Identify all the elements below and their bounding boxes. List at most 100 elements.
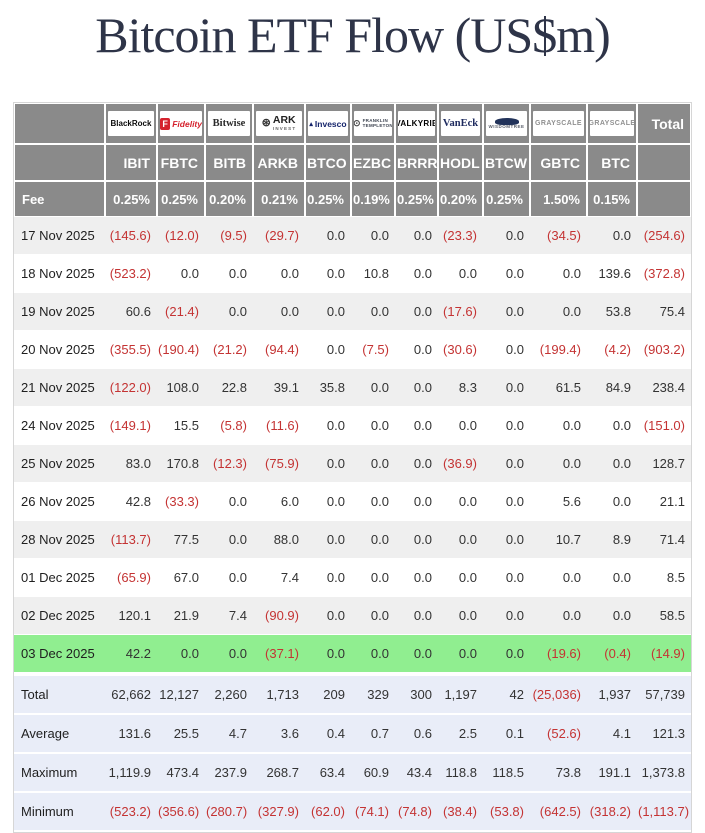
vaneck-logo: VanEck <box>441 111 480 136</box>
ark-logo: ⊛ ARK INVEST <box>256 111 302 136</box>
provider-logo-text: FRANKLIN TEMPLETON <box>362 117 392 129</box>
ark-globe-icon: ⊛ <box>261 117 271 129</box>
provider-logo-row: BlackRock F Fidelity Bitwise ⊛ ARK INVEST ▴ Inve… <box>14 103 691 144</box>
flow-value-cell: 0.0 <box>351 369 395 407</box>
flow-value-cell: 0.0 <box>587 559 637 597</box>
provider-cell-bitb: Bitwise <box>205 103 253 144</box>
fee-cell-hodl: 0.20% <box>438 181 483 217</box>
invesco-triangle-icon: ▴ <box>309 120 313 128</box>
flow-value-cell: 0.0 <box>587 217 637 255</box>
flow-value-cell: 0.0 <box>438 255 483 293</box>
flow-value-cell: 0.0 <box>305 521 351 559</box>
flow-value-cell: 53.8 <box>587 293 637 331</box>
flow-value-cell: (23.3) <box>438 217 483 255</box>
summary-row-maximum: Maximum 1,119.9 473.4 237.9 268.7 63.4 60.9 43.… <box>14 754 691 793</box>
fee-cell-btcw: 0.25% <box>483 181 530 217</box>
provider-logo-text: BlackRock <box>110 119 152 128</box>
ticker-cell-btcw: BTCW <box>483 144 530 181</box>
summary-total-cell: 121.3 <box>637 715 691 754</box>
ticker-cell-hodl: HODL <box>438 144 483 181</box>
summary-value-cell: 0.7 <box>351 715 395 754</box>
templeton-wordmark: TEMPLETON <box>362 122 392 128</box>
flow-value-cell: 60.6 <box>105 293 157 331</box>
flow-value-cell: 0.0 <box>351 597 395 635</box>
flow-value-cell: 0.0 <box>395 331 438 369</box>
summary-value-cell: 2.5 <box>438 715 483 754</box>
flow-value-cell: 0.0 <box>253 255 305 293</box>
total-value-cell: (151.0) <box>637 407 691 445</box>
summary-value-cell: 473.4 <box>157 754 205 793</box>
flow-value-cell: 0.0 <box>351 293 395 331</box>
flow-value-cell: 42.8 <box>105 483 157 521</box>
flow-value-cell: (199.4) <box>530 331 587 369</box>
table-header: BlackRock F Fidelity Bitwise ⊛ ARK INVEST ▴ Inve… <box>14 103 691 217</box>
summary-value-cell: 3.6 <box>253 715 305 754</box>
flow-value-cell: 67.0 <box>157 559 205 597</box>
provider-cell-ezbc: ⊙ FRANKLIN TEMPLETON <box>351 103 395 144</box>
ticker-cell-arkb: ARKB <box>253 144 305 181</box>
flow-value-cell: (9.5) <box>205 217 253 255</box>
summary-value-cell: 1,197 <box>438 673 483 715</box>
summary-value-cell: 131.6 <box>105 715 157 754</box>
summary-label-cell: Average <box>14 715 105 754</box>
date-cell: 02 Dec 2025 <box>14 597 105 635</box>
summary-label-cell: Maximum <box>14 754 105 793</box>
provider-logo-text: Bitwise <box>212 118 246 129</box>
summary-value-cell: (642.5) <box>530 793 587 832</box>
flow-value-cell: 0.0 <box>205 521 253 559</box>
flow-value-cell: 0.0 <box>205 255 253 293</box>
total-ticker-spacer <box>637 144 691 181</box>
wisdomtree-logo: WISDOMTREE <box>486 111 527 136</box>
flow-value-cell: 0.0 <box>395 521 438 559</box>
summary-value-cell: 300 <box>395 673 438 715</box>
total-fee-spacer <box>637 181 691 217</box>
flow-value-cell: 22.8 <box>205 369 253 407</box>
provider-cell-fbtc: F Fidelity <box>157 103 205 144</box>
flow-value-cell: 0.0 <box>483 597 530 635</box>
flow-value-cell: 0.0 <box>587 483 637 521</box>
franklin-seal-icon: ⊙ <box>354 118 361 128</box>
flow-value-cell: (75.9) <box>253 445 305 483</box>
flow-value-cell: 0.0 <box>587 445 637 483</box>
flow-value-cell: (65.9) <box>105 559 157 597</box>
flow-value-cell: (30.6) <box>438 331 483 369</box>
flow-value-cell: 0.0 <box>587 597 637 635</box>
flow-value-cell: 0.0 <box>395 407 438 445</box>
date-cell: 19 Nov 2025 <box>14 293 105 331</box>
flow-value-cell: (21.4) <box>157 293 205 331</box>
total-value-cell: 58.5 <box>637 597 691 635</box>
total-value-cell: 238.4 <box>637 369 691 407</box>
ticker-row: IBIT FBTC BITB ARKB BTCO EZBC BRRR HODL BTCW GBTC… <box>14 144 691 181</box>
provider-cell-hodl: VanEck <box>438 103 483 144</box>
flow-value-cell: (36.9) <box>438 445 483 483</box>
provider-logo-text: WISDOMTREE <box>489 117 525 130</box>
flow-value-cell: 0.0 <box>305 407 351 445</box>
date-cell: 28 Nov 2025 <box>14 521 105 559</box>
summary-value-cell: 43.4 <box>395 754 438 793</box>
flow-value-cell: (29.7) <box>253 217 305 255</box>
flow-value-cell: 0.0 <box>305 559 351 597</box>
flow-value-cell: 7.4 <box>205 597 253 635</box>
fee-row-label: Fee <box>14 181 105 217</box>
flow-value-cell: 0.0 <box>395 369 438 407</box>
fee-cell-ibit: 0.25% <box>105 181 157 217</box>
provider-logo-text: VALKYRIE <box>398 119 435 128</box>
summary-value-cell: (318.2) <box>587 793 637 832</box>
fee-cell-ezbc: 0.19% <box>351 181 395 217</box>
provider-cell-brrr: VALKYRIE <box>395 103 438 144</box>
flow-value-cell: 0.0 <box>530 597 587 635</box>
flow-value-cell: 139.6 <box>587 255 637 293</box>
summary-total-cell: 57,739 <box>637 673 691 715</box>
flow-value-cell: 0.0 <box>305 635 351 673</box>
summary-value-cell: 73.8 <box>530 754 587 793</box>
flow-value-cell: 0.0 <box>395 217 438 255</box>
ticker-cell-brrr: BRRR <box>395 144 438 181</box>
summary-value-cell: 1,713 <box>253 673 305 715</box>
flow-value-cell: 0.0 <box>351 521 395 559</box>
flow-value-cell: 0.0 <box>530 445 587 483</box>
latest-date-row: 03 Dec 2025 42.2 0.0 0.0 (37.1) 0.0 0.0 0.0 0.0 0… <box>14 635 691 673</box>
flow-value-cell: 0.0 <box>483 331 530 369</box>
flow-value-cell: 0.0 <box>305 331 351 369</box>
franklin-wordmark: FRANKLIN <box>362 117 388 123</box>
